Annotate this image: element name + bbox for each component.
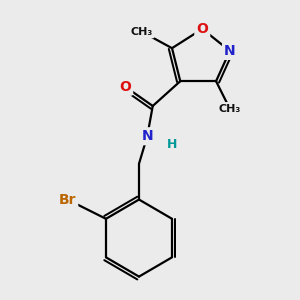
Text: O: O (119, 80, 131, 94)
Text: N: N (224, 44, 236, 58)
Text: Br: Br (59, 193, 76, 206)
Text: N: N (141, 129, 153, 143)
Text: O: O (196, 22, 208, 36)
Text: CH₃: CH₃ (130, 27, 153, 37)
Text: H: H (167, 138, 177, 151)
Text: CH₃: CH₃ (219, 104, 241, 114)
